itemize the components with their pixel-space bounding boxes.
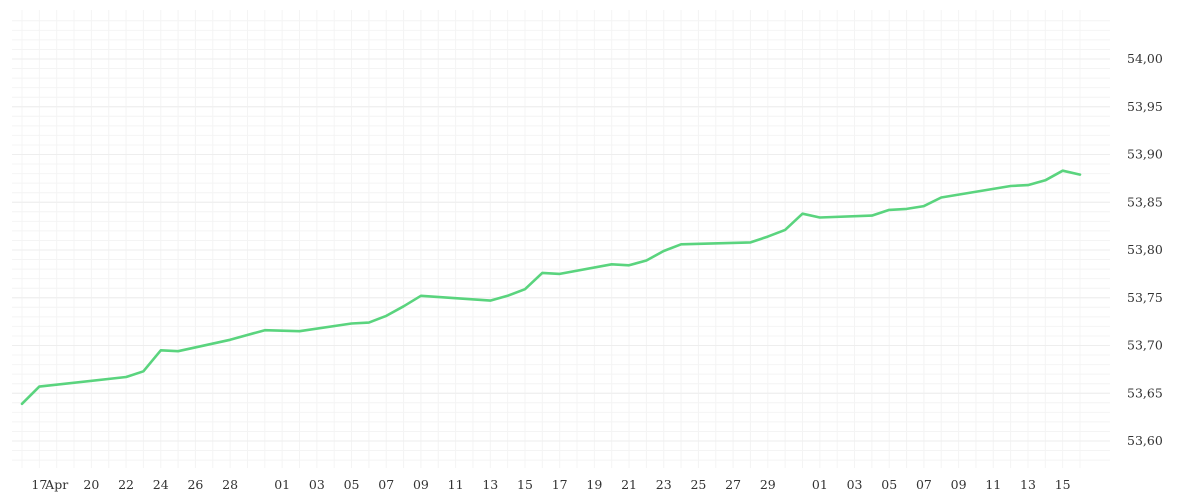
y-tick-label: 53,85 xyxy=(1127,194,1163,209)
data-point xyxy=(385,315,387,317)
data-point xyxy=(402,305,404,307)
x-tick-label: 27 xyxy=(725,477,741,492)
data-point xyxy=(350,322,352,324)
x-tick-label: 22 xyxy=(118,477,134,492)
y-tick-label: 53,95 xyxy=(1127,99,1163,114)
data-point xyxy=(160,349,162,351)
x-tick-label: 11 xyxy=(448,477,464,492)
data-point xyxy=(559,273,561,275)
x-tick-label: 26 xyxy=(187,477,203,492)
data-point xyxy=(680,243,682,245)
data-point xyxy=(38,385,40,387)
series-line xyxy=(20,169,1082,406)
y-tick-label: 53,80 xyxy=(1127,242,1163,257)
data-point xyxy=(524,288,526,290)
x-tick-label: 05 xyxy=(344,477,360,492)
y-tick-label: 53,75 xyxy=(1127,290,1163,305)
data-point xyxy=(21,403,23,405)
x-tick-label: 05 xyxy=(881,477,897,492)
data-point xyxy=(229,339,231,341)
data-point xyxy=(1044,179,1046,181)
data-point xyxy=(1009,185,1011,187)
data-point xyxy=(611,263,613,265)
x-tick-label: 21 xyxy=(621,477,637,492)
x-tick-label: 13 xyxy=(482,477,498,492)
y-tick-label: 53,90 xyxy=(1127,147,1163,162)
data-point xyxy=(177,350,179,352)
data-point xyxy=(905,208,907,210)
minor-gridlines xyxy=(12,10,1110,468)
data-point xyxy=(420,295,422,297)
x-tick-label: 25 xyxy=(690,477,706,492)
x-tick-label: 13 xyxy=(1020,477,1036,492)
x-tick-label: 07 xyxy=(378,477,394,492)
major-gridlines xyxy=(12,58,1110,442)
data-point xyxy=(749,241,751,243)
data-point xyxy=(663,250,665,252)
data-point xyxy=(767,235,769,237)
data-point xyxy=(1027,184,1029,186)
x-tick-label: 11 xyxy=(985,477,1001,492)
data-point xyxy=(923,205,925,207)
data-point xyxy=(801,213,803,215)
x-tick-label: 01 xyxy=(812,477,828,492)
data-point xyxy=(298,330,300,332)
data-point xyxy=(541,272,543,274)
x-tick-label: Apr xyxy=(44,477,68,492)
data-point xyxy=(1062,170,1064,172)
data-point xyxy=(506,295,508,297)
y-tick-label: 53,60 xyxy=(1127,433,1163,448)
data-point xyxy=(368,321,370,323)
x-tick-label: 15 xyxy=(1055,477,1071,492)
x-tick-label: 09 xyxy=(951,477,967,492)
data-point xyxy=(1079,173,1081,175)
data-point xyxy=(871,214,873,216)
x-tick-label: 09 xyxy=(413,477,429,492)
x-tick-label: 15 xyxy=(517,477,533,492)
x-tick-label: 03 xyxy=(847,477,863,492)
data-point xyxy=(940,196,942,198)
data-point xyxy=(489,299,491,301)
y-tick-label: 54,00 xyxy=(1127,51,1163,66)
data-point xyxy=(784,229,786,231)
data-point xyxy=(125,376,127,378)
x-tick-label: 17 xyxy=(552,477,568,492)
y-tick-label: 53,65 xyxy=(1127,385,1163,400)
x-tick-label: 07 xyxy=(916,477,932,492)
y-tick-label: 53,70 xyxy=(1127,338,1163,353)
x-tick-label: 24 xyxy=(153,477,169,492)
x-tick-label: 03 xyxy=(309,477,325,492)
x-tick-label: 29 xyxy=(760,477,776,492)
x-tick-label: 20 xyxy=(83,477,99,492)
data-point xyxy=(645,259,647,261)
x-tick-label: 17 xyxy=(31,477,47,492)
x-tick-label: 23 xyxy=(656,477,672,492)
series-layer xyxy=(20,169,1082,406)
x-tick-label: 28 xyxy=(222,477,238,492)
data-point xyxy=(264,329,266,331)
data-point xyxy=(628,264,630,266)
x-tick-label: 19 xyxy=(586,477,602,492)
data-point xyxy=(819,216,821,218)
y-axis: 53,60 53,65 53,70 53,75 53,80 53,85 53,90 53,95… xyxy=(1127,51,1163,448)
x-tick-label: 01 xyxy=(274,477,290,492)
data-point xyxy=(142,370,144,372)
data-point xyxy=(888,209,890,211)
